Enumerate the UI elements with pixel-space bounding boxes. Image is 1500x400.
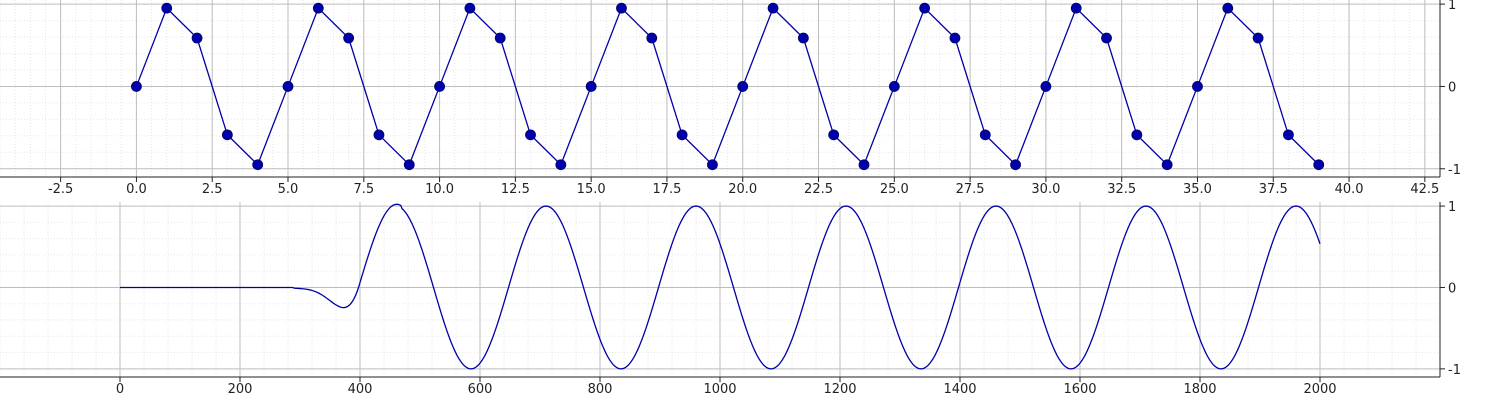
data-point xyxy=(1131,129,1143,141)
data-point xyxy=(555,159,567,171)
data-point xyxy=(161,2,173,14)
data-point xyxy=(737,81,749,92)
data-point xyxy=(797,32,809,44)
data-point xyxy=(312,2,324,14)
x-tick-label: 0.0 xyxy=(126,182,147,197)
data-point xyxy=(373,129,385,141)
data-point xyxy=(191,32,203,44)
x-tick-label: 800 xyxy=(588,382,613,397)
data-point xyxy=(1070,2,1082,14)
data-point xyxy=(1010,159,1021,171)
x-tick-label: 2.5 xyxy=(202,182,223,197)
x-tick-label: 37.5 xyxy=(1259,182,1288,197)
data-point xyxy=(1222,2,1234,14)
y-tick-label: 0 xyxy=(1448,80,1456,95)
x-tick-label: 22.5 xyxy=(804,182,833,197)
x-tick-label: 27.5 xyxy=(956,182,985,197)
x-tick-label: 17.5 xyxy=(652,182,681,197)
x-tick-label: 20.0 xyxy=(728,182,757,197)
data-point xyxy=(888,81,900,92)
data-point xyxy=(252,159,264,171)
data-point xyxy=(616,2,627,14)
data-point xyxy=(1252,32,1264,44)
data-point xyxy=(282,81,294,92)
x-tick-label: 12.5 xyxy=(501,182,530,197)
bottom-chart: 0 200 400 600 800 1000 1200 1400 1600 1800 2000 -1 0… xyxy=(0,200,1461,397)
data-point xyxy=(1283,129,1294,141)
data-point xyxy=(919,2,931,14)
x-tick-label: 400 xyxy=(348,382,373,397)
data-point xyxy=(1313,159,1325,171)
data-point xyxy=(676,129,688,141)
y-tick-label: 0 xyxy=(1448,281,1456,296)
x-tick-label: 1200 xyxy=(823,382,856,397)
data-point xyxy=(131,81,142,92)
data-point xyxy=(403,159,415,171)
x-tick-label: 15.0 xyxy=(577,182,606,197)
data-point xyxy=(343,32,355,44)
data-point xyxy=(1040,81,1052,92)
x-tick-label: 32.5 xyxy=(1107,182,1136,197)
data-point xyxy=(858,159,870,171)
x-tick-label: -2.5 xyxy=(48,182,73,197)
data-point xyxy=(434,81,445,92)
data-point xyxy=(1192,81,1203,92)
x-tick-label: 30.0 xyxy=(1031,182,1060,197)
data-point xyxy=(707,159,718,171)
y-tick-label: -1 xyxy=(1448,163,1461,178)
x-tick-label: 7.5 xyxy=(353,182,374,197)
data-point xyxy=(585,81,597,92)
series-line xyxy=(135,6,1320,166)
x-tick-label: 200 xyxy=(228,382,253,397)
data-point xyxy=(1101,32,1112,44)
x-tick-label: 1000 xyxy=(703,382,736,397)
x-tick-label: 42.5 xyxy=(1410,182,1439,197)
data-point xyxy=(525,129,536,141)
data-point xyxy=(646,32,658,44)
x-tick-label: 1800 xyxy=(1183,382,1216,397)
x-tick-label: 1600 xyxy=(1063,382,1096,397)
data-point xyxy=(494,32,506,44)
x-tick-label: 5.0 xyxy=(278,182,299,197)
series-line xyxy=(120,203,1321,370)
y-tick-label: -1 xyxy=(1448,363,1461,378)
x-tick-label: 0 xyxy=(116,382,124,397)
top-chart: -2.5 0.0 2.5 5.0 7.5 10.0 12.5 15.0 17.5 20.0 22.5… xyxy=(0,0,1461,197)
x-tick-label: 25.0 xyxy=(880,182,909,197)
data-point xyxy=(949,32,961,44)
x-tick-label: 40.0 xyxy=(1335,182,1364,197)
x-tick-label: 2000 xyxy=(1303,382,1336,397)
data-point xyxy=(828,129,840,141)
data-point xyxy=(1161,159,1173,171)
y-tick-label: 1 xyxy=(1448,0,1456,13)
x-tick-label: 1400 xyxy=(943,382,976,397)
data-point xyxy=(464,2,476,14)
x-tick-label: 10.0 xyxy=(425,182,454,197)
x-tick-label: 600 xyxy=(468,382,493,397)
data-point xyxy=(979,129,991,141)
data-point xyxy=(767,2,779,14)
data-point xyxy=(221,129,233,141)
y-tick-label: 1 xyxy=(1448,200,1456,215)
x-tick-label: 35.0 xyxy=(1183,182,1212,197)
